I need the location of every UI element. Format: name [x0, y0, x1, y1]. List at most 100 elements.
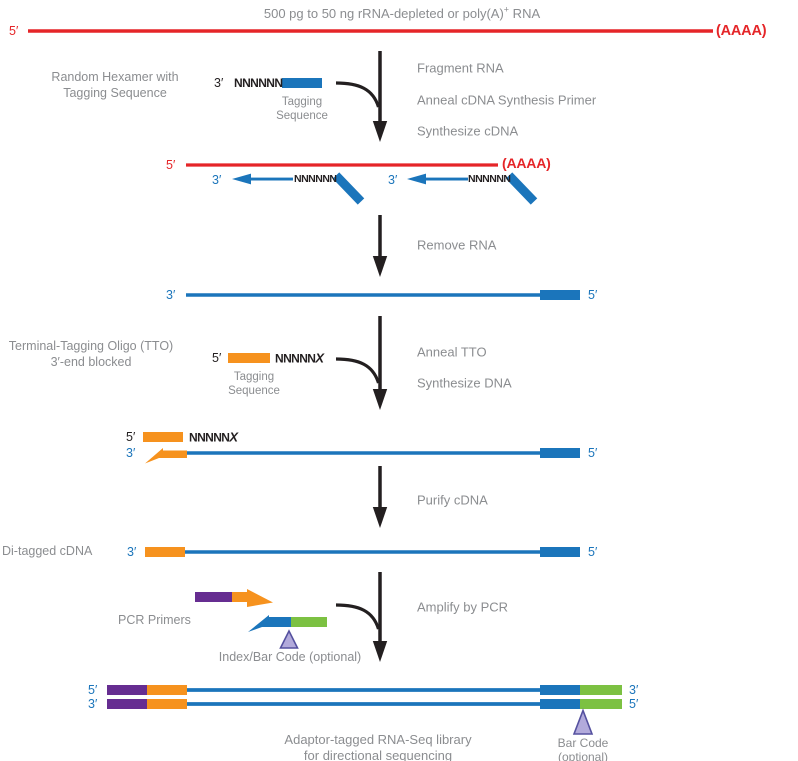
tto-annealed-n-letters: NNNNN — [189, 430, 230, 445]
tto-tagging-sequence-label: Tagging Sequence — [204, 370, 304, 398]
fragmented-rna-polya-label: (AAAA) — [502, 155, 551, 171]
tto-annealed-right-five-prime-label: 5′ — [588, 446, 598, 460]
title-tail: RNA — [509, 6, 541, 21]
tto-tagging-label-line1: Tagging — [233, 371, 275, 383]
library-barcode-label: Bar Code (optional) — [533, 736, 633, 761]
step5-curved-connector — [335, 603, 381, 630]
pcr-forward-primer-arrowhead-icon — [247, 589, 273, 607]
library-bottom-right-five-prime-label: 5′ — [629, 697, 639, 711]
tto-annealed-top-five-prime-label: 5′ — [126, 430, 136, 444]
step4-down-arrow-head-icon — [372, 507, 388, 528]
diagram-title: 500 pg to 50 ng rRNA-depleted or poly(A)… — [102, 4, 702, 21]
di-tagged-orange-tag-block — [145, 547, 185, 557]
index-barcode-label: Index/Bar Code (optional) — [218, 650, 362, 664]
step3-curved-connector — [335, 357, 381, 384]
library-caption: Adaptor-tagged RNA-Seq library for direc… — [228, 732, 528, 761]
input-rna-polya-label: (AAAA) — [716, 23, 767, 39]
pcr-reverse-primer-arrow-icon — [248, 615, 291, 632]
step3-down-arrow-head-icon — [372, 389, 388, 410]
library-bottom-green-adaptor — [580, 699, 622, 709]
tto-annealed-top-bar — [143, 432, 183, 442]
input-rna-five-prime-label: 5′ — [9, 24, 19, 38]
library-bottom-left-three-prime-label: 3′ — [88, 697, 98, 711]
index-barcode-pointer-triangle-icon — [279, 629, 299, 649]
tto-side-label-line2: 3′-end blocked — [50, 354, 132, 369]
pcr-forward-primer-adaptor-block — [195, 592, 232, 602]
step3-action-anneal-tto: Anneal TTO — [417, 344, 487, 360]
tto-annealed-left-arrow-icon — [145, 448, 187, 464]
pcr-reverse-primer-adaptor-block — [291, 617, 327, 627]
library-top-right-three-prime-label: 3′ — [629, 683, 639, 697]
tto-annealed-blocked-end-x: X — [229, 429, 238, 445]
tto-n-letters: NNNNN — [275, 351, 316, 366]
tto-n-sequence: NNNNNX — [275, 350, 324, 366]
random-hexamer-side-label: Random Hexamer with Tagging Sequence — [25, 70, 205, 101]
library-top-blue-tag — [540, 685, 580, 695]
library-bottom-orange-tag — [147, 699, 187, 709]
first-strand-three-prime-label: 3′ — [166, 288, 176, 302]
di-tagged-blue-tag-block — [540, 547, 580, 557]
random-hexamer-side-label-line1: Random Hexamer with — [51, 70, 179, 84]
primer2-n-sequence: NNNNNN — [468, 173, 511, 185]
step1-action-fragment-rna: Fragment RNA — [417, 60, 504, 76]
step5-down-arrow-head-icon — [372, 641, 388, 662]
library-barcode-label-line1: Bar Code — [557, 736, 609, 750]
step1-down-arrow-head-icon — [372, 121, 388, 142]
hexamer-tagging-sequence-bar — [282, 78, 322, 88]
step2-action-remove-rna: Remove RNA — [417, 237, 497, 253]
primer2-tag-diagonal-bar — [505, 172, 538, 205]
di-tagged-three-prime-label: 3′ — [127, 545, 137, 559]
primer1-three-prime-label: 3′ — [212, 173, 222, 187]
tto-annealed-n-sequence: NNNNNX — [189, 429, 238, 445]
tto-side-label-line1: Terminal-Tagging Oligo (TTO) — [8, 339, 174, 353]
tto-tagging-sequence-bar — [228, 353, 270, 363]
hexamer-tagging-label-line2: Sequence — [276, 110, 328, 122]
library-top-green-adaptor — [580, 685, 622, 695]
primer1-n-sequence: NNNNNN — [294, 173, 337, 185]
tto-tagging-label-line2: Sequence — [228, 385, 280, 397]
library-bottom-blue-tag — [540, 699, 580, 709]
library-top-purple-adaptor — [107, 685, 147, 695]
di-tagged-side-label: Di-tagged cDNA — [2, 544, 93, 558]
title-superscript-plus: + — [503, 4, 510, 15]
first-strand-tag-block — [540, 290, 580, 300]
primer2-extension-line — [424, 177, 468, 181]
step1-action-synthesize-cdna: Synthesize cDNA — [417, 123, 519, 139]
pcr-forward-primer-body — [232, 592, 251, 602]
tto-annealed-three-prime-label: 3′ — [126, 446, 136, 460]
step1-curved-connector — [335, 81, 381, 108]
primer1-extension-line — [249, 177, 293, 181]
hexamer-tagging-label-line1: Tagging — [281, 96, 323, 108]
primer2-left-arrowhead-icon — [407, 173, 426, 185]
hexamer-n-sequence: NNNNNN — [234, 76, 283, 90]
title-main: 500 pg to 50 ng rRNA-depleted or poly(A) — [263, 6, 504, 21]
step2-down-arrow-head-icon — [372, 256, 388, 277]
first-strand-five-prime-label: 5′ — [588, 288, 598, 302]
library-caption-line2: for directional sequencing — [303, 748, 453, 761]
random-hexamer-side-label-line2: Tagging Sequence — [63, 85, 167, 100]
hexamer-three-prime-label: 3′ — [214, 76, 224, 90]
hexamer-tagging-sequence-label: Tagging Sequence — [252, 95, 352, 123]
tto-annealed-tag-block — [540, 448, 580, 458]
tto-blocked-end-x: X — [315, 350, 324, 366]
step5-action-amplify-pcr: Amplify by PCR — [417, 599, 509, 615]
tto-side-label: Terminal-Tagging Oligo (TTO) 3′-end bloc… — [0, 339, 182, 370]
primer1-left-arrowhead-icon — [232, 173, 251, 185]
tto-five-prime-label: 5′ — [212, 351, 222, 365]
fragmented-rna-five-prime-label: 5′ — [166, 158, 176, 172]
di-tagged-five-prime-label: 5′ — [588, 545, 598, 559]
step4-action-purify-cdna: Purify cDNA — [417, 492, 488, 508]
pcr-primers-side-label: PCR Primers — [118, 613, 191, 627]
library-barcode-label-line2: (optional) — [557, 750, 609, 761]
primer2-three-prime-label: 3′ — [388, 173, 398, 187]
step1-action-anneal-primer: Anneal cDNA Synthesis Primer — [417, 92, 597, 108]
library-caption-line1: Adaptor-tagged RNA-Seq library — [284, 732, 472, 747]
library-barcode-pointer-triangle-icon — [572, 708, 594, 735]
library-top-left-five-prime-label: 5′ — [88, 683, 98, 697]
library-bottom-purple-adaptor — [107, 699, 147, 709]
primer1-tag-diagonal-bar — [332, 172, 365, 205]
library-top-orange-tag — [147, 685, 187, 695]
step3-action-synthesize-dna: Synthesize DNA — [417, 375, 512, 391]
